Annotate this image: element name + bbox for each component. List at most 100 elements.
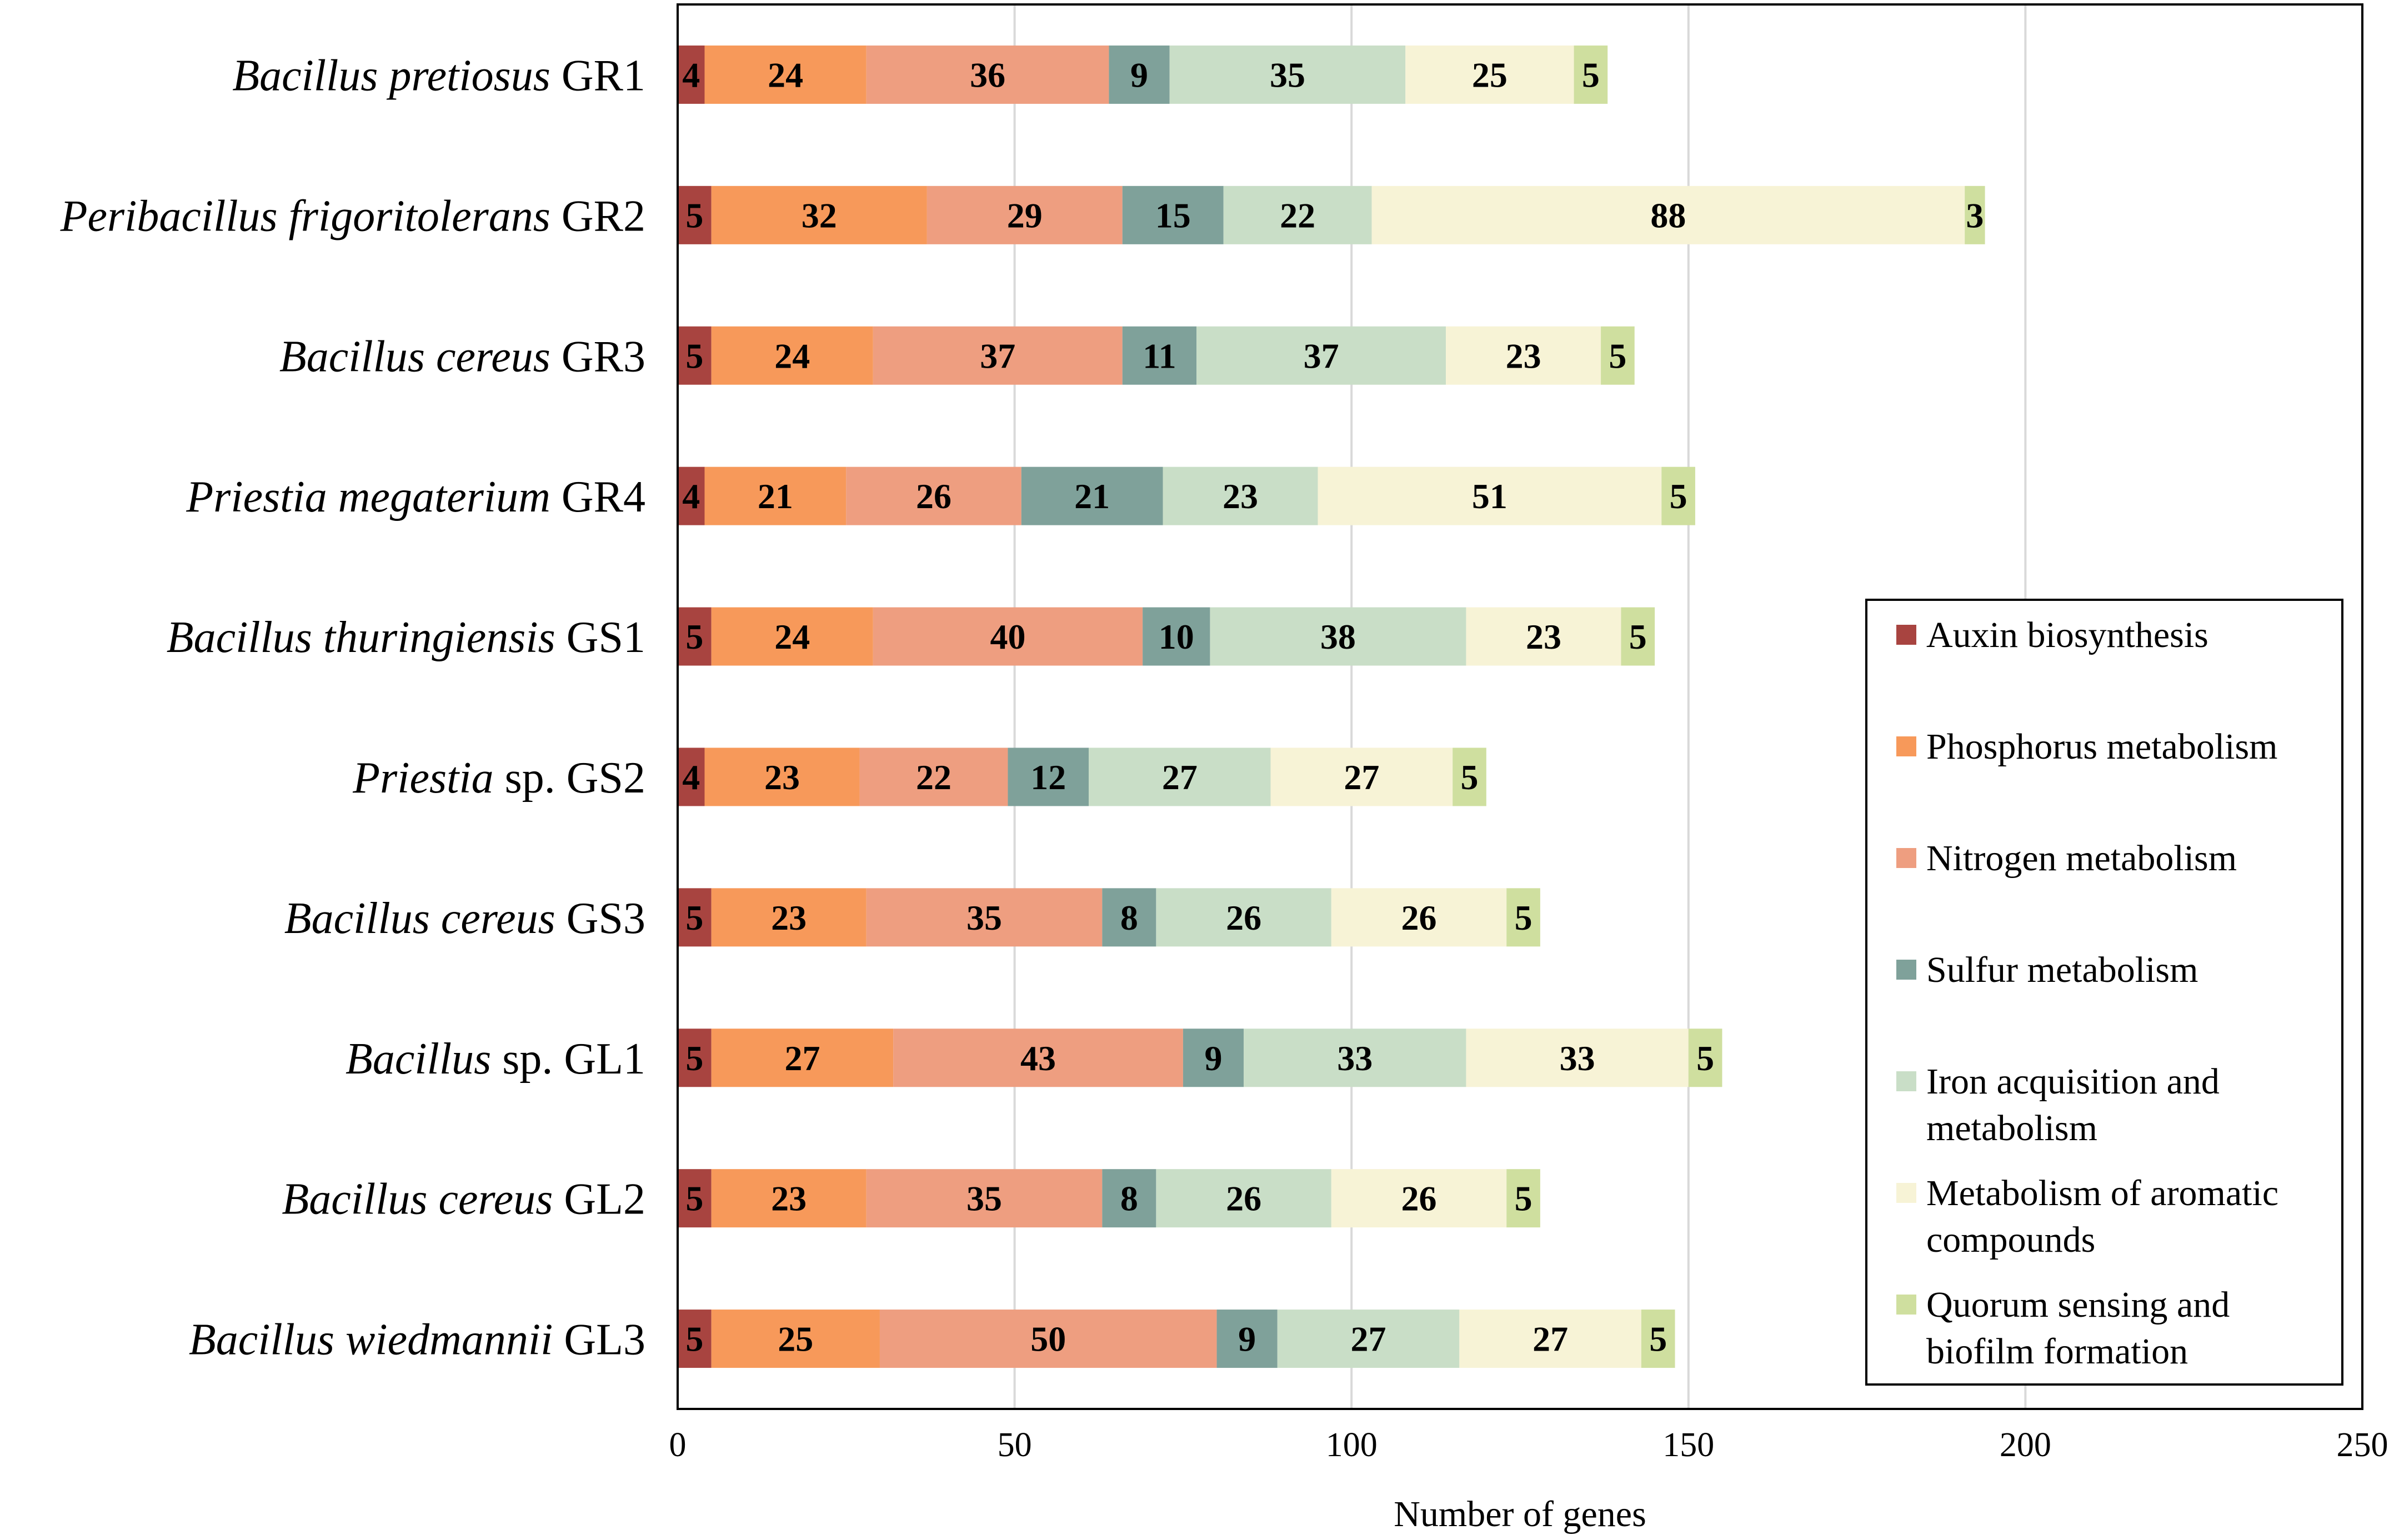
bar-segment: [678, 326, 712, 385]
legend-swatch: [1896, 1295, 1916, 1315]
bar-segment: [1102, 1169, 1156, 1228]
bar-segment: [873, 607, 1143, 666]
bar-segment: [1216, 1310, 1278, 1368]
data-label: 43: [1020, 1039, 1056, 1078]
legend-item: Iron acquisition and metabolism: [1896, 1061, 2220, 1148]
legend-item: Auxin biosynthesis: [1896, 615, 2208, 655]
data-label: 88: [1650, 195, 1686, 235]
bar-segment: [1277, 1310, 1460, 1368]
data-label: 10: [1159, 617, 1194, 656]
plot-frame: [677, 3, 2363, 1410]
data-label: 35: [966, 898, 1002, 937]
data-label: 12: [1030, 758, 1066, 797]
data-label: 23: [1506, 336, 1541, 375]
data-label: 23: [764, 758, 800, 797]
bar-segment: [1506, 1169, 1540, 1228]
bar-segment: [1156, 1169, 1331, 1228]
data-label: 35: [1270, 55, 1305, 94]
legend-label: Phosphorus metabolism: [1926, 726, 2278, 767]
bar-segment: [704, 748, 860, 806]
data-label: 21: [758, 476, 793, 516]
bar-segment: [1318, 466, 1662, 525]
bar-segment: [1331, 888, 1507, 947]
data-label: 5: [685, 1320, 703, 1359]
bar-segment: [1102, 888, 1156, 947]
data-label: 27: [1344, 758, 1379, 797]
data-label: 23: [771, 898, 807, 937]
bar-segment: [1371, 185, 1965, 244]
bar-segment: [1169, 45, 1406, 104]
data-label: 24: [768, 55, 803, 94]
data-label: 50: [1030, 1320, 1066, 1359]
data-label: 5: [1582, 55, 1600, 94]
category-label: Bacillus cereus GL2: [282, 1175, 645, 1224]
legend-item: Nitrogen metabolism: [1896, 838, 2237, 879]
data-label: 9: [1204, 1039, 1222, 1078]
bar-segment: [1196, 326, 1446, 385]
bar-segment: [711, 888, 867, 947]
data-label: 36: [970, 55, 1005, 94]
y-axis-labels: Bacillus pretiosus GR1 Peribacillus frigo…: [60, 51, 645, 1364]
bar-segment: [678, 1169, 712, 1228]
data-label: 5: [1461, 758, 1479, 797]
bar-segment: [1223, 185, 1372, 244]
bar-segment: [711, 185, 927, 244]
legend-item: Quorum sensing and biofilm formation: [1896, 1285, 2230, 1372]
bar-row: 5 24 37 11 37 23 5: [678, 326, 1635, 385]
data-label: 5: [1515, 1179, 1532, 1218]
data-label: 22: [1280, 195, 1315, 235]
bar-row: 5 27 43 9 33 33 5: [678, 1029, 1722, 1087]
bar-segment: [1466, 1029, 1689, 1087]
legend-label: Auxin biosynthesis: [1926, 615, 2208, 655]
data-label: 37: [1304, 336, 1339, 375]
bar-segment: [678, 1310, 712, 1368]
bar-segment: [678, 45, 705, 104]
data-label: 15: [1155, 195, 1191, 235]
bar-segment: [704, 466, 847, 525]
data-label: 33: [1560, 1039, 1595, 1078]
x-tick-label: 200: [2000, 1426, 2051, 1464]
bar-segment: [1466, 607, 1621, 666]
bar-segment: [1210, 607, 1466, 666]
data-label: 40: [990, 617, 1025, 656]
bar-segment: [1621, 607, 1655, 666]
data-label: 9: [1238, 1320, 1256, 1359]
data-label: 8: [1120, 898, 1138, 937]
data-label: 35: [966, 1179, 1002, 1218]
bar-row: 5 23 35 8 26 26 5: [678, 1169, 1540, 1228]
bar-segment: [704, 45, 867, 104]
bar-segment: [1163, 466, 1318, 525]
category-label: Bacillus wiedmannii GL3: [189, 1316, 645, 1365]
data-label: 26: [1401, 898, 1437, 937]
bar-segment: [1183, 1029, 1244, 1087]
legend-swatch: [1896, 736, 1916, 756]
category-label: Peribacillus frigoritolerans GR2: [60, 192, 645, 240]
data-label: 38: [1320, 617, 1356, 656]
bar-segment: [1122, 326, 1197, 385]
bar-segment: [1331, 1169, 1507, 1228]
bar-row: 5 23 35 8 26 26 5: [678, 888, 1540, 947]
bar-segment: [1661, 466, 1695, 525]
data-label: 26: [1226, 898, 1261, 937]
data-label: 4: [682, 476, 700, 516]
data-label: 33: [1337, 1039, 1373, 1078]
bar-segment: [711, 1169, 867, 1228]
data-label: 9: [1130, 55, 1148, 94]
data-label: 27: [1162, 758, 1198, 797]
category-label: Bacillus sp. GL1: [345, 1035, 645, 1083]
data-label: 23: [771, 1179, 807, 1218]
data-label: 37: [980, 336, 1015, 375]
data-label: 5: [685, 898, 703, 937]
bar-segment: [866, 888, 1103, 947]
data-label: 24: [774, 617, 810, 656]
data-label: 25: [1472, 55, 1507, 94]
data-label: 11: [1143, 336, 1176, 375]
data-label: 5: [685, 617, 703, 656]
bar-segment: [1446, 326, 1601, 385]
legend-swatch: [1896, 625, 1916, 645]
bar-row: 4 23 22 12 27 27 5: [678, 748, 1486, 806]
data-label: 22: [916, 758, 951, 797]
bar-segment: [1965, 185, 1985, 244]
data-label: 29: [1007, 195, 1043, 235]
